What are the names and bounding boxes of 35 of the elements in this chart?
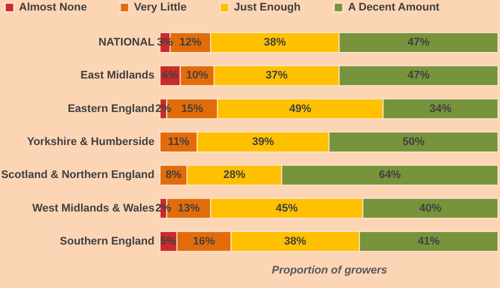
legend-label: Just Enough — [234, 2, 301, 14]
legend-label: Almost None — [19, 2, 87, 14]
y-tick-label: Southern England — [60, 235, 154, 248]
data-label: 50% — [402, 136, 425, 148]
data-label: 8% — [166, 169, 182, 182]
data-label: 6% — [162, 70, 178, 82]
legend-label: A Decent Amount — [348, 2, 440, 14]
data-label: 16% — [192, 235, 216, 248]
y-tick-label: Scotland & Northern England — [1, 169, 154, 182]
data-label: 38% — [284, 235, 306, 248]
y-tick-label: West Midlands & Wales — [32, 202, 154, 214]
data-label: 45% — [276, 202, 298, 214]
data-label: 41% — [418, 235, 440, 248]
data-label: 10% — [186, 70, 208, 82]
data-label: 47% — [408, 70, 430, 82]
data-label: 37% — [266, 70, 288, 82]
data-label: 11% — [168, 136, 190, 148]
y-tick-label: Yorkshire & Humberside — [26, 136, 154, 148]
data-label: 39% — [252, 136, 274, 148]
data-label: 15% — [181, 102, 204, 115]
data-label: 5% — [160, 235, 177, 248]
data-label: 12% — [179, 36, 202, 49]
x-axis-title: Proportion of growers — [272, 264, 388, 276]
data-label: 13% — [178, 202, 200, 214]
y-tick-label: East Midlands — [80, 70, 154, 82]
data-label: 64% — [378, 169, 402, 182]
data-label: 38% — [264, 36, 286, 49]
y-tick-label: Eastern England — [68, 102, 154, 115]
data-label: 49% — [289, 102, 312, 115]
legend-label: Very Little — [134, 2, 187, 14]
data-label: 34% — [430, 102, 452, 115]
data-label: 47% — [408, 36, 430, 49]
y-tick-label: NATIONAL — [98, 36, 155, 49]
data-label: 28% — [223, 169, 246, 182]
data-label: 40% — [419, 202, 442, 214]
